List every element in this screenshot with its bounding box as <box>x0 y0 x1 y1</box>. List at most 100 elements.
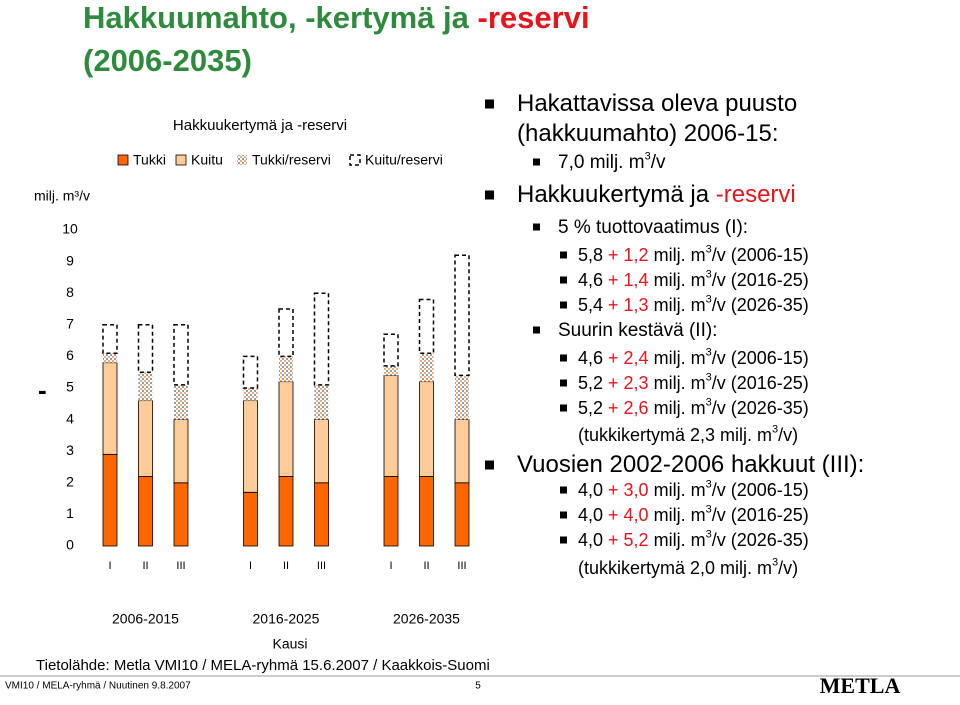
bar-segment <box>174 384 188 420</box>
text-run: /v (2006-15) <box>712 245 809 265</box>
superscript: 3 <box>772 424 778 436</box>
bullet-marker <box>533 223 540 231</box>
text-run: /v (2016-25) <box>712 373 809 393</box>
legend-swatch <box>237 155 247 165</box>
superscript: 3 <box>645 150 651 162</box>
bar-segment <box>454 254 470 377</box>
superscript: 3 <box>706 372 712 384</box>
bar-segment <box>102 362 118 455</box>
bullet-text: 5,2 + 2,3 milj. m3/v (2016-25) <box>578 372 809 393</box>
bullet-marker <box>560 379 567 387</box>
bar-segment <box>314 482 329 547</box>
text-run: 4,0 <box>578 480 608 500</box>
bullet-text: 5,8 + 1,2 milj. m3/v (2006-15) <box>578 244 809 265</box>
superscript: 3 <box>772 557 778 569</box>
bar-segment <box>243 388 258 401</box>
text-run: + 3,0 <box>608 480 649 500</box>
superscript: 3 <box>706 294 712 306</box>
bullet-text: Hakattavissa oleva puusto <box>517 90 797 117</box>
bar-segment <box>418 298 435 354</box>
bar-segment <box>313 292 330 386</box>
x-tick-label: III <box>457 560 466 572</box>
text-run: milj. m <box>649 530 706 550</box>
text-run: 5,2 <box>578 398 608 418</box>
bullet-text: Suurin kestävä (II): <box>558 320 717 341</box>
bar-segment <box>383 476 399 547</box>
text-run: /v (2026-35) <box>712 530 809 550</box>
bar-segment <box>454 419 470 484</box>
text-run: milj. m <box>649 505 706 525</box>
text-run: 5,4 <box>578 295 608 315</box>
text-run: (tukkikertymä 2,0 milj. m <box>578 558 772 578</box>
text-run: Vuosien 2002-2006 hakkuut (III): <box>517 451 864 478</box>
text-run: 4,6 <box>578 348 608 368</box>
text-run: milj. m <box>649 270 706 290</box>
y-tick-label: 10 <box>62 221 78 237</box>
bar-segment <box>384 365 398 376</box>
superscript: 3 <box>706 397 712 409</box>
bullet-text: 4,6 + 1,4 milj. m3/v (2016-25) <box>578 269 809 290</box>
x-tick-label: III <box>176 560 185 572</box>
bullet-text: 5,4 + 1,3 milj. m3/v (2026-35) <box>578 294 809 315</box>
text-run: 5 % tuottovaatimus (I): <box>558 217 748 238</box>
title-part: -reservi <box>478 0 590 35</box>
legend-label: Kuitu/reservi <box>365 152 443 168</box>
text-run: + 2,6 <box>608 398 649 418</box>
y-tick-label: 0 <box>66 537 74 553</box>
text-run: 4,0 <box>578 505 608 525</box>
text-run: milj. m <box>649 245 706 265</box>
text-run: + 2,4 <box>608 348 649 368</box>
bullet-marker <box>485 460 494 470</box>
superscript: 3 <box>706 244 712 256</box>
bar-segment <box>419 353 434 382</box>
bullet-marker <box>560 276 567 284</box>
legend-label: Tukki <box>133 152 166 168</box>
bar-segment <box>455 375 469 420</box>
y-axis-label: milj. m³/v <box>34 188 90 204</box>
text-run: + 1,3 <box>608 295 649 315</box>
bar-segment <box>314 419 329 484</box>
bar-segment <box>243 400 258 493</box>
text-run: /v (2026-35) <box>712 398 809 418</box>
bullet-marker <box>560 511 567 519</box>
y-tick-label: 1 <box>66 505 74 521</box>
legend-label: Kuitu <box>191 152 223 168</box>
text-run: (tukkikertymä 2,3 milj. m <box>578 425 772 445</box>
bar-segment <box>278 381 294 477</box>
y-tick-label: 5 <box>66 379 74 395</box>
text-run: /v (2006-15) <box>712 348 809 368</box>
text-run: 4,6 <box>578 270 608 290</box>
text-run: 5,8 <box>578 245 608 265</box>
bullet-marker <box>560 354 567 362</box>
bullet-marker <box>485 190 494 200</box>
bullet-marker <box>560 404 567 412</box>
bar-segment <box>243 491 258 547</box>
bullet-text: Hakkuukertymä ja -reservi <box>517 181 796 208</box>
bar-segment <box>419 476 434 547</box>
group-label: 2016-2025 <box>253 611 320 627</box>
text-run: 5,2 <box>578 373 608 393</box>
bar-segment <box>137 324 154 373</box>
text-run: milj. m <box>649 373 706 393</box>
superscript: 3 <box>706 269 712 281</box>
source-note: Tietolähde: Metla VMI10 / MELA-ryhmä 15.… <box>36 657 490 674</box>
bullet-marker <box>533 326 540 334</box>
bullet-text: 4,6 + 2,4 milj. m3/v (2006-15) <box>578 347 809 368</box>
text-run: + 2,3 <box>608 373 649 393</box>
bullet-text: 5 % tuottovaatimus (I): <box>558 217 748 238</box>
page-number: 5 <box>475 681 481 692</box>
bar-segment <box>279 356 293 382</box>
text-run: /v (2016-25) <box>712 270 809 290</box>
superscript: 3 <box>706 479 712 491</box>
text-run: /v (2026-35) <box>712 295 809 315</box>
x-tick-label: II <box>283 560 289 572</box>
text-run: milj. m <box>649 348 706 368</box>
superscript: 3 <box>706 504 712 516</box>
group-label: 2006-2015 <box>112 611 179 627</box>
bar-segment <box>314 384 329 420</box>
bullet-marker <box>560 536 567 544</box>
bar-segment <box>173 482 189 547</box>
text-run: /v) <box>778 425 798 445</box>
text-run: 7,0 milj. m <box>558 152 645 173</box>
